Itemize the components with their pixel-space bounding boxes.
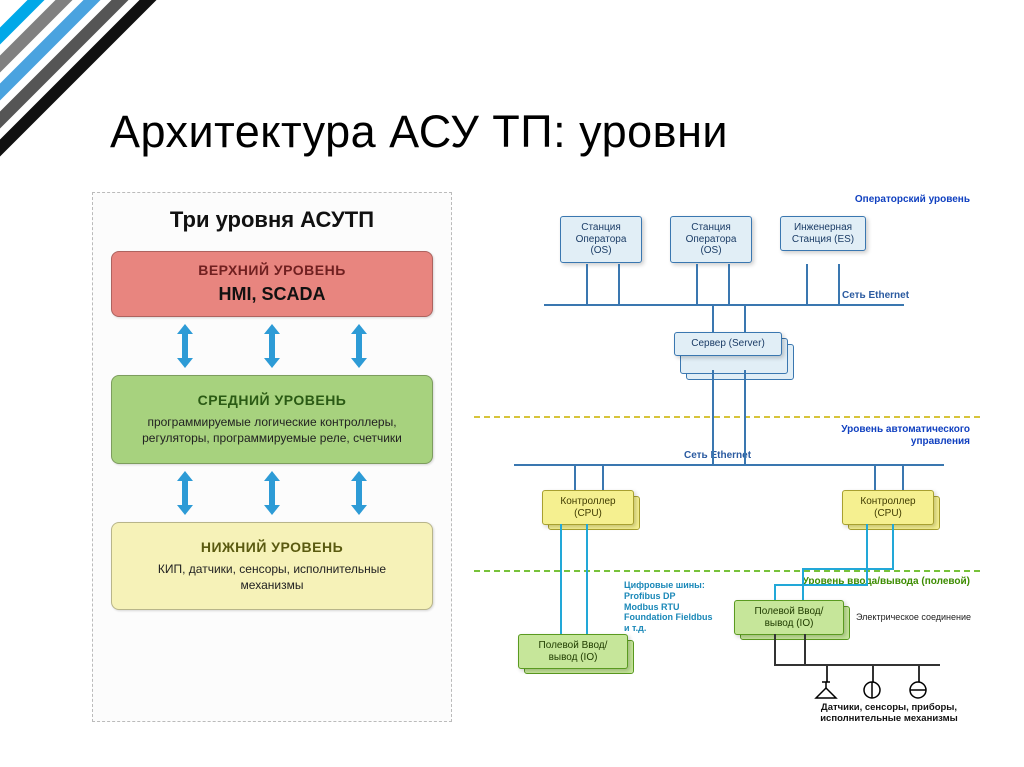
level-middle-detail: программируемые логические контроллеры, … — [126, 414, 418, 446]
operator-level-label: Операторский уровень — [855, 194, 970, 205]
double-arrow-icon — [179, 324, 191, 368]
level-middle-box: СРЕДНИЙ УРОВЕНЬ программируемые логическ… — [111, 375, 433, 463]
node-cpu2: Контроллер (CPU) — [842, 490, 934, 525]
arrows-mid-lower — [111, 464, 433, 522]
level-upper-box: ВЕРХНИЙ УРОВЕНЬ HMI, SCADA — [111, 251, 433, 317]
node-os2-text: Станция Оператора (OS) — [686, 222, 737, 256]
node-cpu2-text: Контроллер (CPU) — [860, 496, 915, 519]
node-os1: Станция Оператора (OS) — [560, 216, 642, 263]
node-cpu1-text: Контроллер (CPU) — [560, 496, 615, 519]
left-levels-panel: Три уровня АСУТП ВЕРХНИЙ УРОВЕНЬ HMI, SC… — [92, 192, 452, 722]
node-es: Инженерная Станция (ES) — [780, 216, 866, 251]
dashed-separator-2 — [474, 570, 980, 572]
ethernet-label-1: Сеть Ethernet — [842, 290, 909, 301]
node-io2-text: Полевой Ввод/вывод (IO) — [755, 606, 824, 629]
node-server: Сервер (Server) — [674, 332, 782, 356]
double-arrow-icon — [353, 324, 365, 368]
valve-icon — [814, 680, 838, 700]
node-io2: Полевой Ввод/вывод (IO) — [734, 600, 844, 635]
level-lower-name: НИЖНИЙ УРОВЕНЬ — [126, 539, 418, 555]
node-server-text: Сервер (Server) — [691, 338, 765, 349]
dashed-separator-1 — [474, 416, 980, 418]
level-middle-name: СРЕДНИЙ УРОВЕНЬ — [126, 392, 418, 408]
pump-icon — [860, 680, 884, 700]
node-io1: Полевой Ввод/вывод (IO) — [518, 634, 628, 669]
node-os2: Станция Оператора (OS) — [670, 216, 752, 263]
digital-bus-label: Цифровые шины: Profibus DP Modbus RTU Fo… — [624, 580, 713, 634]
double-arrow-icon — [266, 324, 278, 368]
double-arrow-icon — [179, 471, 191, 515]
level-lower-detail: КИП, датчики, сенсоры, исполнительные ме… — [126, 561, 418, 593]
auto-level-label: Уровень автоматического управления — [800, 424, 970, 448]
level-upper-detail: HMI, SCADA — [126, 282, 418, 306]
double-arrow-icon — [266, 471, 278, 515]
node-cpu1: Контроллер (CPU) — [542, 490, 634, 525]
ethernet-label-2: Сеть Ethernet — [684, 450, 751, 461]
electrical-label: Электрическое соединение — [856, 612, 971, 622]
right-architecture-diagram: Операторский уровень Уровень автоматичес… — [474, 192, 980, 722]
left-panel-title: Три уровня АСУТП — [111, 207, 433, 233]
instrument-icon — [906, 680, 930, 700]
sensor-label: Датчики, сенсоры, приборы, исполнительны… — [804, 702, 974, 725]
arrows-upper-mid — [111, 317, 433, 375]
double-arrow-icon — [353, 471, 365, 515]
node-es-text: Инженерная Станция (ES) — [792, 222, 854, 245]
slide-title: Архитектура АСУ ТП: уровни — [110, 106, 728, 158]
node-os1-text: Станция Оператора (OS) — [576, 222, 627, 256]
node-io1-text: Полевой Ввод/вывод (IO) — [539, 640, 608, 663]
level-upper-name: ВЕРХНИЙ УРОВЕНЬ — [126, 262, 418, 278]
level-lower-box: НИЖНИЙ УРОВЕНЬ КИП, датчики, сенсоры, ис… — [111, 522, 433, 610]
